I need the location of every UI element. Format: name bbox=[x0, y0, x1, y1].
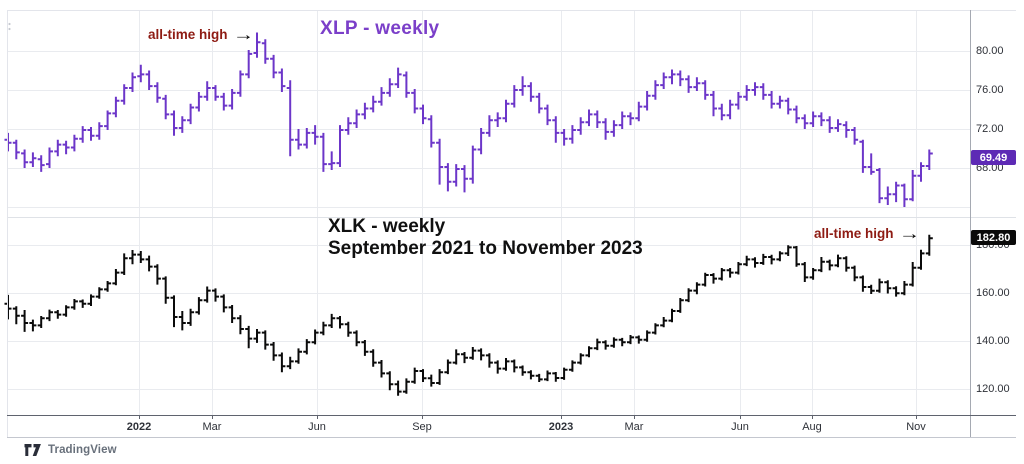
xlk-title-line1: XLK - weekly bbox=[328, 216, 446, 237]
annotation-label: all-time high bbox=[148, 27, 228, 42]
price-axis-label: 76.00 bbox=[976, 84, 1004, 96]
time-axis-label: Jun bbox=[308, 421, 326, 433]
xlp-pane-title: XLP - weekly bbox=[320, 18, 440, 39]
xlk-pane-title: XLK - weekly September 2021 to November … bbox=[328, 216, 643, 260]
time-axis-label: Sep bbox=[412, 421, 432, 433]
xlp-last-price-badge: 69.49 bbox=[971, 150, 1016, 165]
xlk-title-line2: September 2021 to November 2023 bbox=[328, 238, 643, 259]
price-axis[interactable] bbox=[971, 10, 1024, 437]
tradingview-icon bbox=[24, 444, 41, 456]
xlp-all-time-high-annotation[interactable]: all-time high → bbox=[148, 25, 254, 44]
xlk-all-time-high-annotation[interactable]: all-time high → bbox=[814, 224, 920, 243]
legend-more-dots-icon[interactable] bbox=[8, 27, 11, 31]
time-axis-label: Nov bbox=[906, 421, 926, 433]
price-axis-label: 140.00 bbox=[976, 335, 1010, 347]
tradingview-logo-text: TradingView bbox=[48, 444, 117, 456]
price-axis-label: 160.00 bbox=[976, 287, 1010, 299]
time-axis-label: Mar bbox=[624, 421, 644, 433]
time-axis-label: 2022 bbox=[126, 421, 152, 433]
right-arrow-icon: → bbox=[898, 224, 920, 243]
time-axis-label: 2023 bbox=[548, 421, 574, 433]
price-axis-label: 120.00 bbox=[976, 383, 1010, 395]
annotation-label: all-time high bbox=[814, 226, 894, 241]
right-arrow-icon: → bbox=[232, 25, 254, 44]
xlk-last-price-badge: 182.80 bbox=[971, 230, 1016, 245]
legend-more-dots-icon[interactable] bbox=[8, 22, 11, 26]
time-axis-label: Mar bbox=[202, 421, 222, 433]
time-axis-label: Aug bbox=[802, 421, 822, 433]
price-axis-label: 68.00 bbox=[976, 162, 1004, 174]
xlp-weekly-bars bbox=[4, 32, 933, 207]
price-axis-label: 80.00 bbox=[976, 45, 1004, 57]
tradingview-logo[interactable]: TradingView bbox=[24, 444, 117, 456]
price-axis-label: 72.00 bbox=[976, 123, 1004, 135]
time-axis[interactable] bbox=[7, 416, 1016, 437]
time-axis-label: Jun bbox=[731, 421, 749, 433]
